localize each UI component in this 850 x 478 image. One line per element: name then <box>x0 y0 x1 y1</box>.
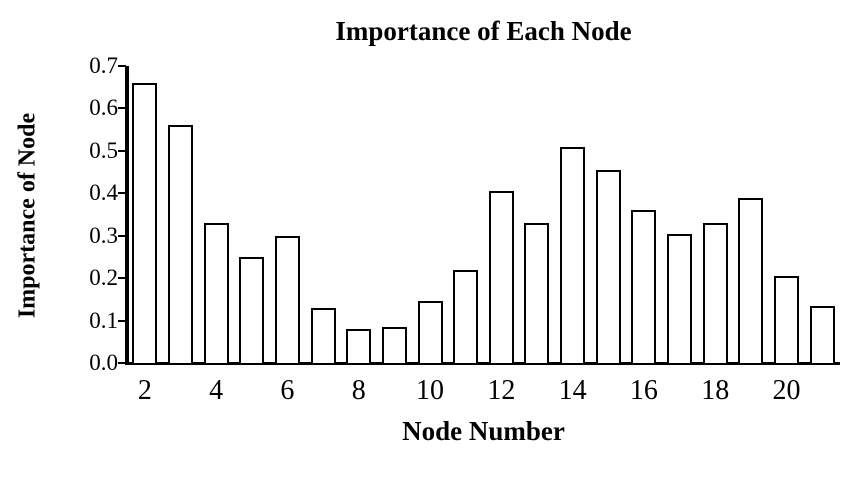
y-tick-label: 0.1 <box>89 307 118 333</box>
bar-node-11 <box>453 269 479 363</box>
bar-node-10 <box>417 301 443 363</box>
y-tick-label: 0.2 <box>89 265 118 291</box>
bar-node-18 <box>702 222 728 363</box>
bar-node-7 <box>310 307 336 363</box>
bar-node-19 <box>738 197 764 363</box>
x-tick-label: 8 <box>351 375 366 406</box>
y-tick-mark <box>118 192 126 195</box>
bar-node-17 <box>667 233 693 363</box>
y-tick-mark <box>118 107 126 110</box>
x-axis-label: Node Number <box>402 416 565 446</box>
y-tick-label: 0.6 <box>89 95 118 121</box>
x-tick-label: 6 <box>280 375 295 406</box>
x-tick-label: 14 <box>558 375 587 406</box>
bar-node-15 <box>595 169 621 363</box>
y-tick-label: 0.5 <box>89 137 118 163</box>
bar-node-20 <box>774 276 799 363</box>
bar-node-6 <box>274 235 300 363</box>
bar-node-3 <box>167 125 193 363</box>
x-tick-label: 2 <box>137 375 152 406</box>
x-tick-label: 12 <box>487 375 516 406</box>
y-tick-mark <box>118 319 126 322</box>
bar-node-21 <box>809 305 835 363</box>
x-tick-label: 4 <box>209 375 224 406</box>
bar-node-4 <box>203 222 229 363</box>
x-axis-line <box>125 362 840 365</box>
bar-node-9 <box>381 326 407 363</box>
bar-node-13 <box>524 222 550 363</box>
bar-node-8 <box>346 329 372 363</box>
x-tick-label: 16 <box>629 375 658 406</box>
y-tick-mark <box>118 362 126 364</box>
bar-node-5 <box>239 256 265 363</box>
y-tick-mark <box>118 234 126 237</box>
y-axis-label: Importance of Node <box>14 112 41 319</box>
y-tick-label: 0.7 <box>89 53 118 78</box>
y-tick-label: 0.3 <box>89 222 118 248</box>
y-tick-mark <box>118 277 126 280</box>
y-tick-mark <box>118 65 126 67</box>
bar-node-2 <box>132 82 158 363</box>
bar-node-16 <box>631 210 657 363</box>
y-axis-line <box>125 66 129 365</box>
y-tick-label: 0.4 <box>89 180 118 206</box>
x-tick-label: 20 <box>772 375 801 406</box>
chart-title: Importance of Each Node <box>335 16 632 46</box>
x-tick-label: 18 <box>701 375 730 406</box>
bar-node-12 <box>488 191 514 363</box>
bar-node-14 <box>560 146 586 363</box>
y-tick-label: 0.0 <box>89 350 118 375</box>
x-tick-label: 10 <box>416 375 445 406</box>
y-tick-mark <box>118 149 126 152</box>
